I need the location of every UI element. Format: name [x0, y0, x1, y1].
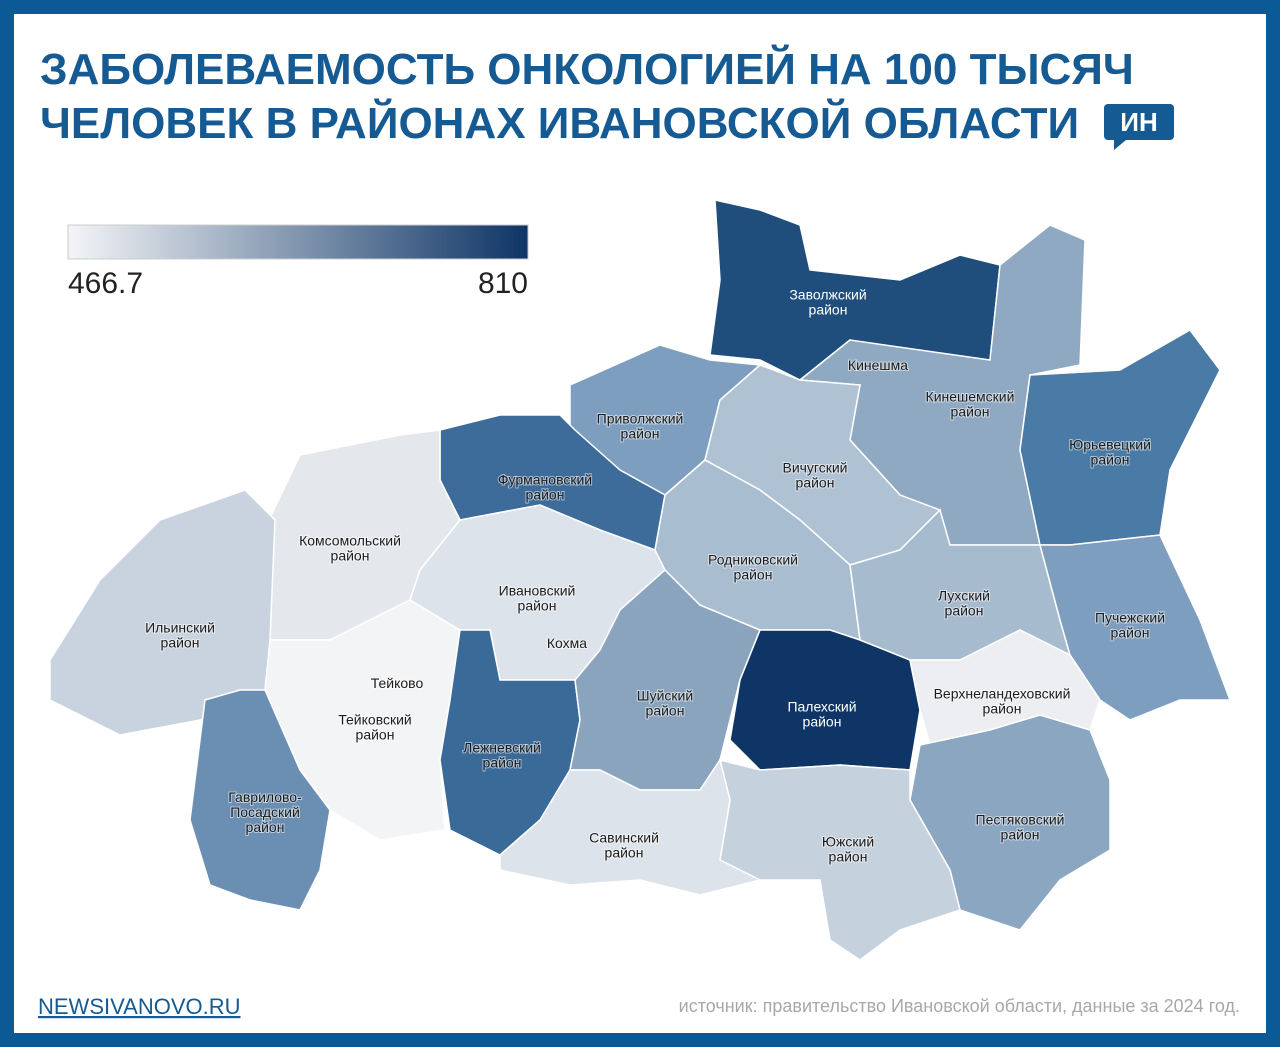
legend-max: 810: [478, 267, 528, 300]
city-label: Кохма: [547, 635, 587, 651]
region-label: район: [605, 845, 644, 861]
region-label: Пестяковский: [976, 812, 1065, 828]
region-label: Юрьевецкий: [1069, 437, 1151, 453]
title-line: ЗАБОЛЕВАЕМОСТЬ ОНКОЛОГИЕЙ НА 100 ТЫСЯЧ: [40, 43, 1134, 94]
region-label: район: [983, 701, 1022, 717]
legend-min: 466.7: [68, 267, 143, 300]
region-label: Фурмановский: [498, 472, 592, 488]
region-label: район: [483, 755, 522, 771]
source: источник: правительство Ивановской облас…: [679, 996, 1240, 1016]
region-label: район: [331, 548, 370, 564]
region-label: Южский: [822, 834, 874, 850]
region: [1019, 329, 1221, 546]
region-label: Гаврилово-: [228, 789, 302, 805]
region-label: Родниковский: [708, 552, 798, 568]
region-label: Комсомольский: [299, 533, 401, 549]
logo-tail: [1114, 140, 1126, 150]
region: [1039, 534, 1232, 721]
site-link[interactable]: NEWSIVANOVO.RU: [38, 994, 241, 1019]
region-label: район: [161, 635, 200, 651]
region-label: район: [809, 302, 848, 318]
region-label: Лухский: [938, 588, 990, 604]
region-label: район: [1001, 827, 1040, 843]
region-label: Кинешемский: [926, 389, 1015, 405]
region-label: Пучежский: [1095, 610, 1165, 626]
legend-bar: [67, 224, 529, 260]
region-label: район: [621, 426, 660, 442]
region-label: район: [526, 487, 565, 503]
region-label: Приволжский: [597, 411, 684, 427]
region-label: Палехский: [787, 699, 856, 715]
region-label: Савинский: [589, 830, 659, 846]
region-label: район: [518, 598, 557, 614]
region-label: Шуйский: [637, 688, 693, 704]
region: [189, 689, 331, 911]
region-label: Тейковский: [338, 712, 412, 728]
logo: ИН: [1120, 107, 1157, 137]
region-label: район: [646, 703, 685, 719]
region-label: район: [829, 849, 868, 865]
region-label: Лежневский: [463, 740, 541, 756]
city-label: Кинешма: [848, 357, 908, 373]
region-label: Ивановский: [499, 583, 576, 599]
region-label: Заволжский: [789, 287, 866, 303]
title-line: ЧЕЛОВЕК В РАЙОНАХ ИВАНОВСКОЙ ОБЛАСТИ: [40, 97, 1079, 148]
city-label: Тейково: [371, 675, 424, 691]
region-label: район: [1091, 452, 1130, 468]
region-label: район: [951, 404, 990, 420]
region-label: Верхнеландеховский: [934, 686, 1071, 702]
regions: [49, 199, 1232, 961]
region-label: район: [356, 727, 395, 743]
region-label: район: [803, 714, 842, 730]
region-label: район: [945, 603, 984, 619]
region-label: район: [734, 567, 773, 583]
logo-badge: [1104, 104, 1174, 140]
region-label: Ильинский: [145, 620, 215, 636]
region-label: Вичугский: [782, 460, 847, 476]
region-label: Посадский: [230, 804, 300, 820]
region-label: район: [1111, 625, 1150, 641]
region-label: район: [246, 819, 285, 835]
region: [499, 758, 763, 896]
region-label: район: [796, 475, 835, 491]
